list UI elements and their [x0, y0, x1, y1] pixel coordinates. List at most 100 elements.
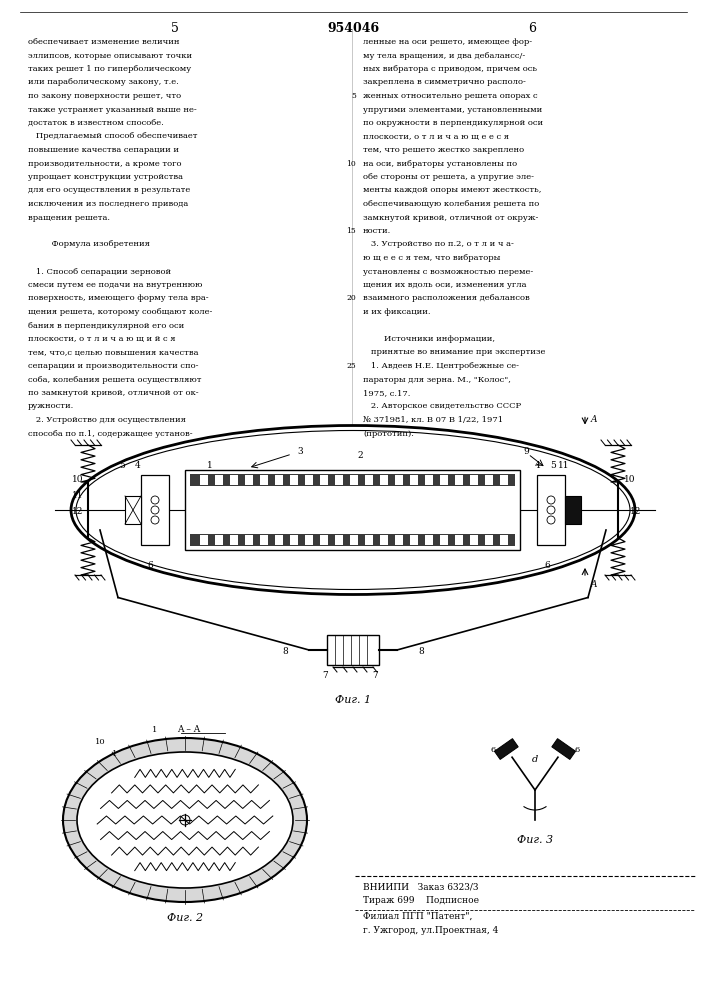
Text: 12: 12: [271, 804, 282, 812]
Bar: [190, 534, 515, 546]
Bar: [200, 475, 208, 485]
Text: г. Ужгород, ул.Проектная, 4: г. Ужгород, ул.Проектная, 4: [363, 926, 498, 935]
Text: вращения решета.: вращения решета.: [28, 214, 110, 222]
Text: ВНИИПИ   Заказ 6323/3: ВНИИПИ Заказ 6323/3: [363, 882, 479, 891]
Text: установлены с возможностью переме-: установлены с возможностью переме-: [363, 267, 533, 275]
Text: для его осуществления в результате: для его осуществления в результате: [28, 186, 190, 194]
Bar: [380, 475, 388, 485]
Text: замкнутой кривой, отличной от окруж-: замкнутой кривой, отличной от окруж-: [363, 214, 538, 222]
Text: тем, что,с целью повышения качества: тем, что,с целью повышения качества: [28, 349, 199, 357]
Text: 5: 5: [119, 462, 125, 471]
Bar: [190, 474, 515, 486]
Text: Источники информации,: Источники информации,: [363, 335, 495, 343]
Text: 2: 2: [357, 452, 363, 460]
Text: 2. Авторское свидетельство СССР: 2. Авторское свидетельство СССР: [363, 402, 521, 410]
Bar: [230, 535, 238, 545]
Text: 6: 6: [147, 560, 153, 570]
Text: A – A: A – A: [177, 726, 200, 734]
Text: 3: 3: [297, 448, 303, 456]
Bar: [365, 475, 373, 485]
Text: ленные на оси решето, имеющее фор-: ленные на оси решето, имеющее фор-: [363, 38, 532, 46]
Text: 1: 1: [112, 750, 117, 758]
Text: Формула изобретения: Формула изобретения: [28, 240, 150, 248]
Bar: [245, 535, 253, 545]
Text: плоскости, о т л и ч а ю щ и й с я: плоскости, о т л и ч а ю щ и й с я: [28, 335, 175, 343]
Text: 11: 11: [269, 846, 281, 854]
Bar: [485, 535, 493, 545]
Text: смеси путем ее подачи на внутреннюю: смеси путем ее подачи на внутреннюю: [28, 281, 202, 289]
Bar: [440, 475, 448, 485]
Text: d: d: [532, 756, 538, 764]
Text: или параболическому закону, т.е.: или параболическому закону, т.е.: [28, 79, 179, 87]
Bar: [230, 475, 238, 485]
Text: му тела вращения, и два дебалансс/-: му тела вращения, и два дебалансс/-: [363, 51, 525, 60]
Text: 10: 10: [624, 476, 636, 485]
Bar: [350, 475, 358, 485]
Bar: [440, 535, 448, 545]
Bar: [215, 475, 223, 485]
Bar: [260, 475, 268, 485]
Text: 1: 1: [207, 462, 213, 471]
Text: Тираж 699    Подписное: Тираж 699 Подписное: [363, 896, 479, 905]
Text: 20: 20: [346, 294, 356, 302]
Bar: [455, 475, 463, 485]
Text: 1: 1: [152, 726, 158, 734]
Bar: [365, 535, 373, 545]
Text: упругими элементами, установленными: упругими элементами, установленными: [363, 105, 542, 113]
Bar: [320, 475, 328, 485]
Text: Фиг. 3: Фиг. 3: [517, 835, 553, 845]
Text: 12: 12: [72, 508, 83, 516]
Text: 2. Устройство для осуществления: 2. Устройство для осуществления: [28, 416, 186, 424]
Bar: [500, 475, 508, 485]
Text: тем, что решето жестко закреплено: тем, что решето жестко закреплено: [363, 146, 524, 154]
Text: на оси, вибраторы установлены по: на оси, вибраторы установлены по: [363, 159, 517, 167]
Text: упрощает конструкции устройства: упрощает конструкции устройства: [28, 173, 183, 181]
Text: 3. Устройство по п.2, о т л и ч а-: 3. Устройство по п.2, о т л и ч а-: [363, 240, 514, 248]
Bar: [380, 535, 388, 545]
Bar: [410, 535, 418, 545]
Text: обе стороны от решета, а упругие эле-: обе стороны от решета, а упругие эле-: [363, 173, 534, 181]
Bar: [290, 475, 298, 485]
Text: 8: 8: [418, 648, 424, 656]
Bar: [410, 475, 418, 485]
Text: женных относительно решета опорах с: женных относительно решета опорах с: [363, 92, 537, 100]
Bar: [245, 475, 253, 485]
Text: таких решет 1 по гиперболическому: таких решет 1 по гиперболическому: [28, 65, 191, 73]
Text: и их фиксации.: и их фиксации.: [363, 308, 431, 316]
Text: 25: 25: [346, 362, 356, 370]
Text: обеспечивающую колебания решета по: обеспечивающую колебания решета по: [363, 200, 539, 208]
Bar: [425, 535, 433, 545]
Text: 6: 6: [491, 746, 496, 754]
Text: ю щ е е с я тем, что вибраторы: ю щ е е с я тем, что вибраторы: [363, 254, 501, 262]
Ellipse shape: [71, 426, 635, 594]
Text: 5: 5: [550, 462, 556, 471]
Text: бания в перпендикулярной его оси: бания в перпендикулярной его оси: [28, 322, 185, 330]
Bar: [425, 475, 433, 485]
Bar: [275, 535, 283, 545]
Text: 9: 9: [523, 448, 529, 456]
Text: 15: 15: [346, 227, 356, 235]
Text: 954046: 954046: [327, 22, 379, 35]
Text: параторы для зерна. М., "Колос",: параторы для зерна. М., "Колос",: [363, 375, 511, 383]
Text: 6: 6: [528, 22, 536, 35]
Text: A: A: [591, 580, 597, 589]
Text: 5: 5: [351, 92, 356, 100]
Text: ных вибратора с приводом, причем ось: ных вибратора с приводом, причем ось: [363, 65, 537, 73]
Text: № 371981, кл. В 07 В 1/22, 1971: № 371981, кл. В 07 В 1/22, 1971: [363, 416, 503, 424]
Bar: [470, 535, 478, 545]
Bar: [500, 535, 508, 545]
Text: соба, колебания решета осуществляют: соба, колебания решета осуществляют: [28, 375, 201, 383]
Bar: [335, 475, 343, 485]
Bar: [141, 475, 169, 545]
Text: ности.: ности.: [363, 227, 391, 235]
Bar: [485, 475, 493, 485]
Text: обеспечивает изменение величин: обеспечивает изменение величин: [28, 38, 180, 46]
Bar: [395, 535, 403, 545]
Ellipse shape: [77, 752, 293, 888]
Text: A: A: [591, 414, 597, 424]
Text: сепарации и производительности спо-: сепарации и производительности спо-: [28, 362, 199, 370]
Text: 12: 12: [631, 508, 642, 516]
Text: Фиг. 1: Фиг. 1: [335, 695, 371, 705]
Text: поверхность, имеющего форму тела вра-: поверхность, имеющего форму тела вра-: [28, 294, 209, 302]
Text: 7: 7: [322, 672, 328, 680]
